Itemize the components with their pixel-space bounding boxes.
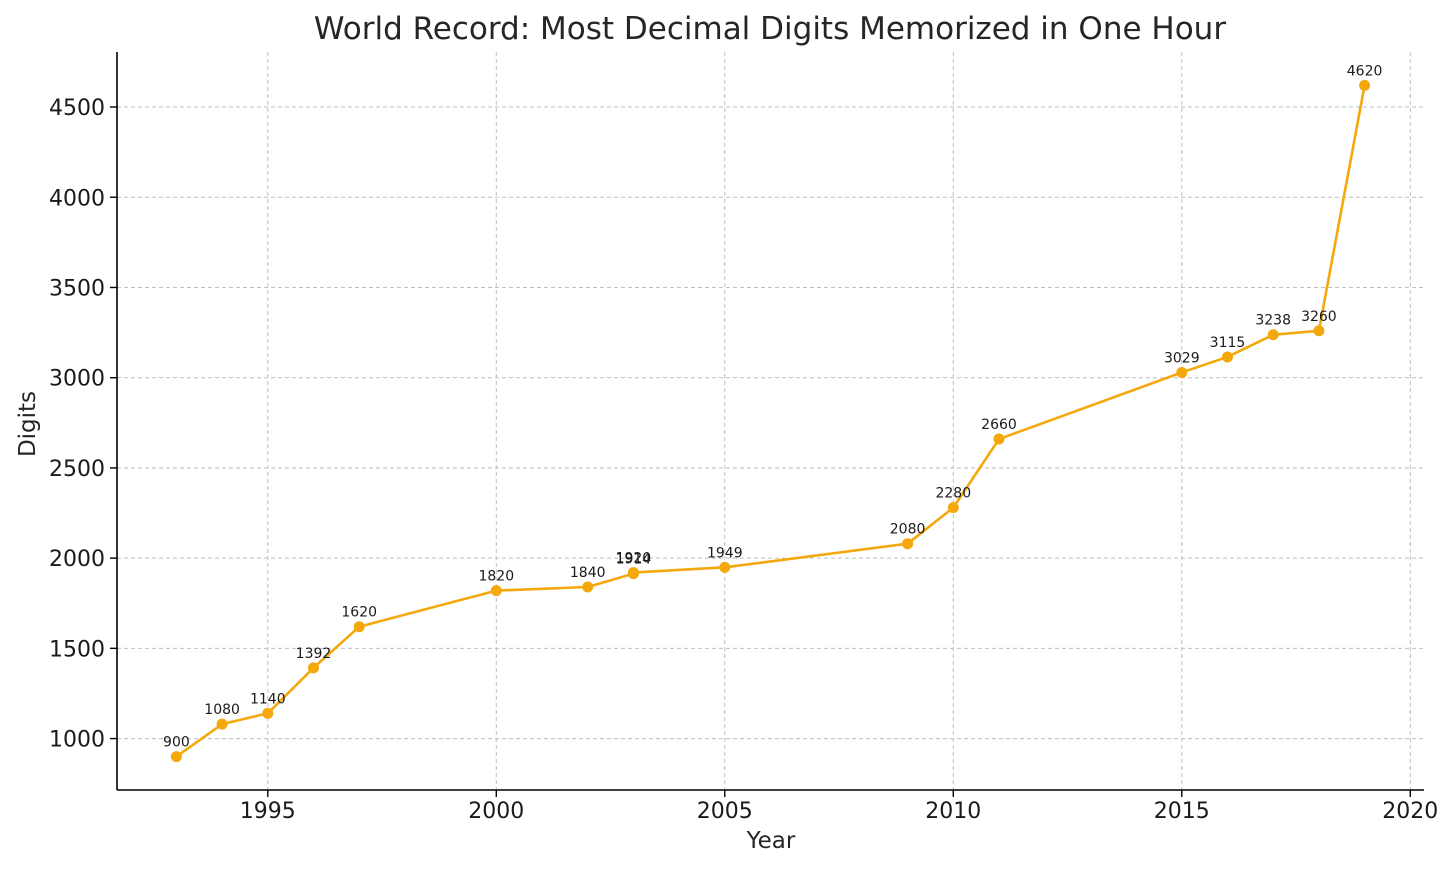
data-label: 3115 <box>1210 335 1246 351</box>
y-tick-label: 4500 <box>49 96 105 121</box>
series-line <box>175 85 1366 758</box>
data-point <box>308 662 320 674</box>
data-label: 1914 <box>616 552 652 568</box>
data-label: 900 <box>163 735 190 751</box>
data-label: 3260 <box>1301 309 1337 325</box>
y-tick-label: 3500 <box>49 276 105 301</box>
y-tick-label: 3000 <box>49 367 105 392</box>
data-label: 1140 <box>250 691 286 707</box>
data-label: 2080 <box>890 522 926 538</box>
data-label: 1392 <box>296 646 332 662</box>
data-label: 1920 <box>616 551 652 567</box>
data-point <box>262 707 274 719</box>
data-point <box>719 561 731 573</box>
data-point <box>627 567 639 579</box>
data-label: 3238 <box>1255 313 1291 329</box>
data-point <box>353 621 365 633</box>
data-label: 1820 <box>478 569 514 585</box>
data-point <box>902 538 914 550</box>
data-point <box>1313 325 1325 337</box>
y-axis-label: Digits <box>15 391 41 457</box>
data-point <box>216 718 228 730</box>
data-label: 2660 <box>981 417 1017 433</box>
y-tick-label: 1000 <box>49 728 105 753</box>
y-tick-label: 2500 <box>49 457 105 482</box>
grid <box>117 52 1424 790</box>
data-point <box>582 581 594 593</box>
y-tick-label: 1500 <box>49 637 105 662</box>
data-point <box>947 502 959 514</box>
y-tick-label: 4000 <box>49 186 105 211</box>
x-tick-label: 2015 <box>1154 799 1210 824</box>
data-label: 1080 <box>204 702 240 718</box>
data-label: 4620 <box>1347 63 1383 79</box>
x-tick-label: 2010 <box>925 799 981 824</box>
x-tick-label: 2000 <box>468 799 524 824</box>
axes: 1995 2000 2005 2010 2015 2020 1000 1500 2000 2500… <box>49 52 1438 824</box>
data-point <box>490 585 502 597</box>
data-label: 1840 <box>570 565 606 581</box>
data-point <box>1267 329 1279 341</box>
data-label: 1620 <box>341 605 377 621</box>
data-label: 1949 <box>707 545 743 561</box>
data-series <box>170 79 1371 763</box>
data-label: 3029 <box>1164 350 1200 366</box>
data-point <box>1359 79 1371 91</box>
data-label: 2280 <box>935 486 971 502</box>
y-tick-label: 2000 <box>49 547 105 572</box>
x-tick-label: 2005 <box>697 799 753 824</box>
x-tick-label: 2020 <box>1382 799 1438 824</box>
chart-title: World Record: Most Decimal Digits Memori… <box>314 11 1226 47</box>
x-tick-label: 1995 <box>240 799 296 824</box>
data-point <box>1176 366 1188 378</box>
data-point <box>993 433 1005 445</box>
x-axis-label: Year <box>746 828 796 854</box>
data-point <box>1221 351 1233 363</box>
data-point <box>170 751 182 763</box>
